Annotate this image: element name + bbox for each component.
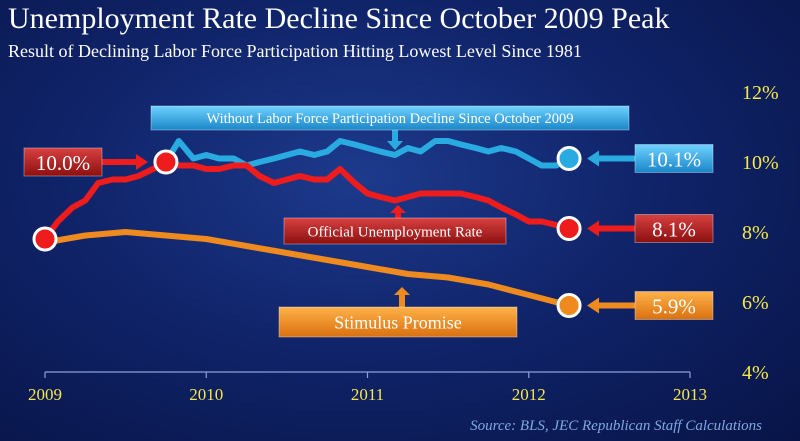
x-tick-label: 2013 (673, 385, 707, 404)
callout-value: 8.1% (652, 218, 696, 242)
series-label-box (278, 306, 518, 338)
callout-arrow (597, 302, 635, 309)
series-label-text: Official Unemployment Rate (308, 224, 483, 240)
y-tick-label: 10% (742, 152, 779, 174)
series-label-pointer (395, 211, 401, 219)
y-tick-label: 12% (742, 82, 779, 104)
callout-box (634, 291, 714, 320)
callout-arrow (597, 155, 635, 162)
series-line-2 (42, 229, 573, 309)
series-line-1 (162, 138, 573, 169)
callout-arrow-head (587, 220, 600, 237)
callout-arrow (102, 159, 138, 165)
series-label-pointer (392, 130, 398, 142)
x-tick-label: 2010 (189, 385, 223, 404)
x-tick-label: 2011 (351, 385, 384, 404)
data-point-marker (556, 146, 582, 171)
source-note: Source: BLS, JEC Republican Staff Calcul… (470, 418, 762, 434)
series-label-box (283, 217, 507, 245)
callout-box (634, 214, 714, 243)
callout-arrow-head (587, 150, 600, 167)
x-tick-label: 2012 (512, 385, 546, 404)
series-line-0 (42, 159, 573, 242)
x-tick-label: 2009 (28, 385, 62, 404)
callout-arrow-head (135, 154, 148, 170)
y-tick-label: 8% (742, 222, 769, 244)
data-point-marker (556, 293, 582, 318)
data-point-marker (153, 149, 179, 175)
callout-box (634, 144, 714, 173)
callout-value: 10.0% (36, 151, 90, 175)
y-tick-label: 4% (742, 362, 769, 384)
series-label-pointer-head (387, 141, 403, 150)
data-point-marker (32, 226, 58, 252)
series-label-pointer (399, 293, 405, 307)
chart-subtitle: Result of Declining Labor Force Particip… (8, 41, 582, 61)
data-point-marker (556, 216, 582, 241)
callout-box (23, 147, 103, 177)
callout-arrow (597, 225, 635, 232)
callout-value: 5.9% (652, 295, 696, 319)
series-label-text: Stimulus Promise (334, 312, 462, 332)
y-tick-label: 6% (742, 292, 769, 314)
chart-title: Unemployment Rate Decline Since October … (8, 2, 670, 35)
callout-arrow-head (587, 297, 600, 314)
callout-value: 10.1% (647, 148, 701, 172)
series-label-pointer-head (390, 205, 406, 213)
series-label-text: Without Labor Force Participation Declin… (206, 111, 573, 127)
series-label-pointer-head (394, 287, 410, 295)
series-label-box (150, 105, 630, 131)
